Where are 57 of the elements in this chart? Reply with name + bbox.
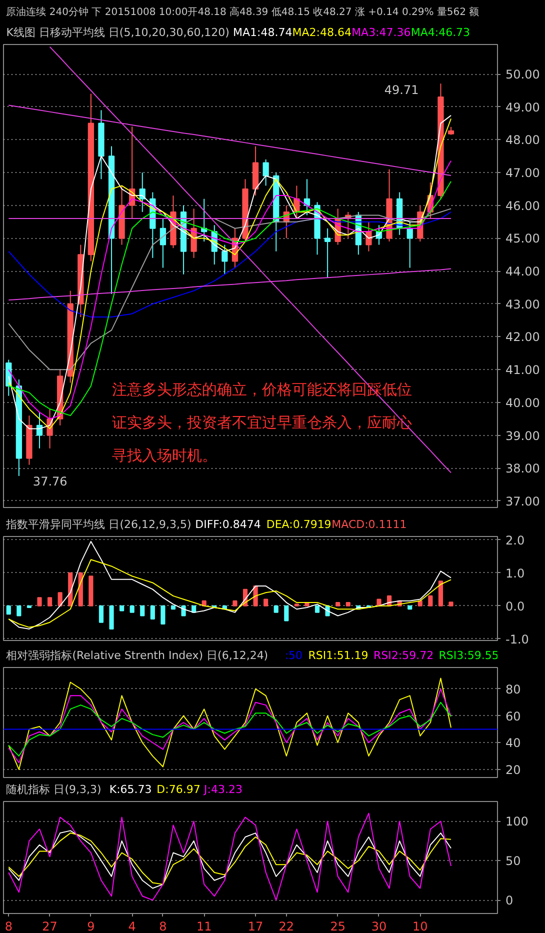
text: RSI3:59.55 [438, 649, 499, 662]
x-tick-label: 30 [371, 920, 387, 933]
y-tick-label: 39.00 [506, 428, 540, 443]
ref-line-label: :50 [284, 649, 303, 662]
x-tick-label: 4 [128, 920, 136, 933]
text: MA3:47.36 [352, 26, 411, 39]
y-tick-label: 41.00 [506, 363, 540, 378]
y-tick-label: 80 [506, 682, 521, 696]
x-tick-label: 25 [330, 920, 346, 933]
x-tick-label: 8 [159, 920, 167, 933]
y-tick-label: 38.00 [506, 462, 540, 476]
y-tick-label: 2.0 [506, 533, 525, 548]
y-tick-label: 49.00 [506, 100, 540, 114]
y-tick-label: 60 [506, 709, 521, 724]
chart-title: 随机指标 日(9,3,3) [6, 783, 102, 796]
text: D:76.97 [156, 783, 200, 796]
chart-subtitle: K线图 日移动平均线 日(5,10,20,30,60,120) [6, 26, 230, 39]
x-tick-label: 11 [196, 920, 212, 933]
y-tick-label: 44.00 [506, 264, 540, 279]
chart-title: 指数平滑异同平均线 日(26,12,9,3,5) [5, 518, 192, 531]
y-tick-label: 37.00 [506, 494, 540, 508]
text: MACD:0.1111 [332, 518, 407, 531]
y-tick-label: 40.00 [506, 396, 540, 410]
y-tick-label: 40 [506, 736, 521, 750]
y-tick-label: 43.00 [506, 297, 540, 312]
x-tick-label: 9 [87, 920, 95, 933]
x-tick-label: 17 [248, 920, 264, 933]
y-tick-label: 0.0 [506, 599, 525, 614]
text: MA1:48.74 [233, 26, 292, 39]
y-tick-label: -1.0 [506, 632, 529, 646]
text: RSI1:51.19 [308, 649, 368, 662]
y-tick-label: 46.00 [506, 198, 540, 213]
annotation: 49.71 [384, 83, 419, 98]
y-tick-label: 45.00 [506, 232, 540, 246]
chart-title: 相对强弱指标(Relative Strenth Index) 日(6,12,24) [6, 649, 268, 662]
y-tick-label: 20 [506, 762, 521, 777]
x-tick-label: 10 [412, 920, 428, 933]
text: MA4:46.73 [410, 26, 470, 39]
y-tick-label: 50 [506, 854, 521, 868]
x-tick-label: 22 [278, 920, 294, 933]
text: K:65.73 [109, 783, 152, 796]
text: MA2:48.64 [292, 26, 352, 39]
series-label: J:43.23 [203, 783, 242, 796]
y-tick-label: 47.00 [506, 166, 540, 180]
x-tick-label: 8 [4, 920, 12, 933]
y-tick-label: 1.0 [506, 566, 525, 580]
y-tick-label: 100 [506, 814, 528, 829]
text: RSI2:59.72 [374, 649, 434, 662]
text: DIFF:0.8474 [195, 518, 261, 531]
text: DEA:0.7919 [266, 518, 332, 531]
y-tick-label: 0 [506, 894, 514, 908]
annotation: 37.76 [32, 474, 68, 488]
y-tick-label: 42.00 [506, 330, 540, 344]
y-tick-label: 50.00 [506, 68, 540, 82]
y-tick-label: 48.00 [506, 133, 540, 148]
chart-title: 原油连续 240分钟 下 20151008 10:00开48.18 高48.39 低48.15 收48.27 涨 +0.14 0.29% 量562 额 [6, 6, 480, 18]
x-tick-label: 27 [42, 920, 58, 933]
